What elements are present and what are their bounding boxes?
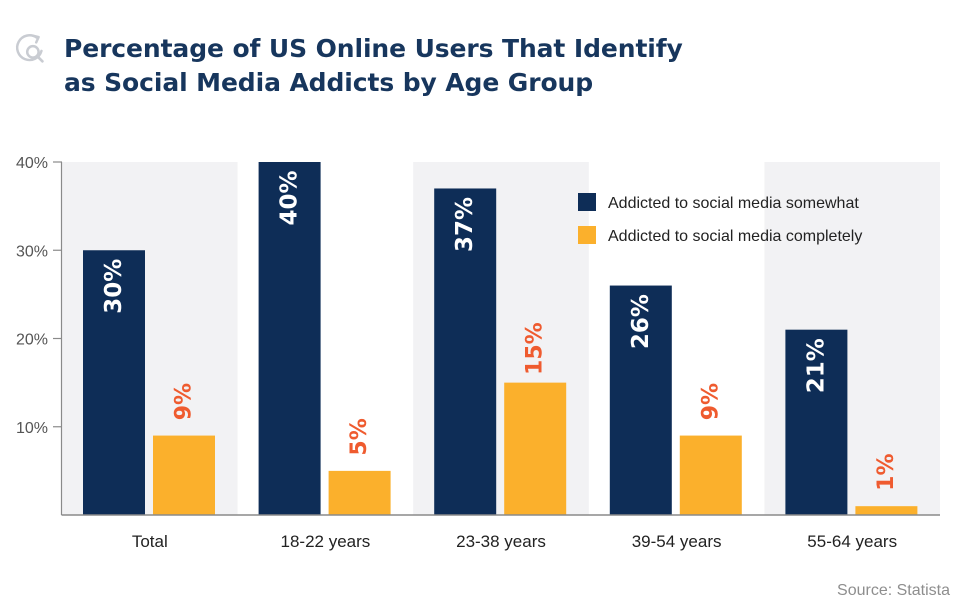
title-line-1: Percentage of US Online Users That Ident…	[64, 34, 683, 63]
bar-completely	[504, 382, 567, 515]
bar-somewhat	[258, 162, 321, 515]
data-label-completely: 9%	[698, 383, 723, 420]
x-category-label: 39-54 years	[632, 532, 722, 551]
y-tick-label: 40%	[16, 155, 48, 172]
data-label-somewhat: 21%	[803, 338, 829, 393]
data-label-completely: 9%	[172, 383, 197, 420]
bar-completely	[679, 435, 742, 515]
refresh-search-icon	[16, 34, 44, 63]
data-label-completely: 5%	[347, 418, 372, 455]
y-tick-label: 10%	[16, 420, 48, 437]
x-category-label: 55-64 years	[807, 532, 897, 551]
bar-somewhat	[609, 285, 672, 515]
bar-somewhat	[83, 250, 145, 515]
source-note: Source: Statista	[837, 582, 950, 599]
data-label-completely: 1%	[874, 453, 899, 490]
legend-label-somewhat: Addicted to social media somewhat	[608, 195, 859, 212]
bar-somewhat	[785, 329, 848, 515]
bar-completely	[153, 435, 215, 515]
y-tick-label: 20%	[16, 332, 48, 349]
title-line-2: as Social Media Addicts by Age Group	[64, 68, 594, 97]
data-label-somewhat: 26%	[628, 294, 654, 349]
x-category-label: 23-38 years	[456, 532, 546, 551]
x-category-label: Total	[132, 532, 168, 551]
bar-completely	[855, 506, 918, 515]
data-label-somewhat: 37%	[452, 197, 478, 252]
bar-somewhat	[434, 188, 497, 515]
x-category-label: 18-22 years	[281, 532, 371, 551]
data-label-completely: 15%	[523, 322, 548, 375]
legend-swatch-completely	[578, 226, 596, 244]
chart-title: Percentage of US Online Users That Ident…	[64, 32, 683, 100]
data-label-somewhat: 40%	[277, 170, 303, 225]
bar-completely	[328, 470, 391, 515]
data-label-somewhat: 30%	[101, 259, 127, 314]
legend-label-completely: Addicted to social media completely	[608, 228, 862, 245]
legend-swatch-somewhat	[578, 193, 596, 211]
y-tick-label: 30%	[16, 243, 48, 260]
